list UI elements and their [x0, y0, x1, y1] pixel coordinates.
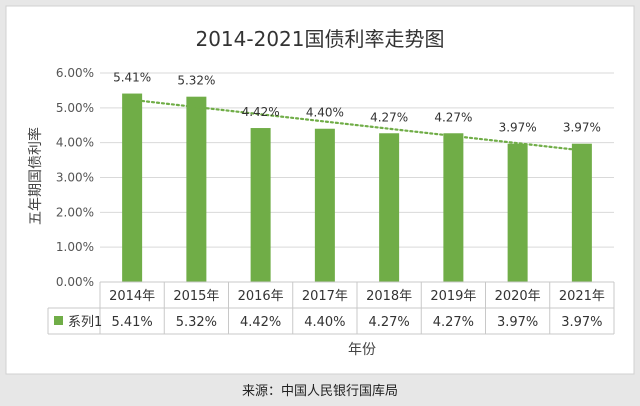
- x-tick-label: 2016年: [238, 289, 284, 304]
- table-value: 4.40%: [304, 315, 345, 330]
- y-tick-label: 5.00%: [56, 101, 94, 115]
- y-tick-label: 2.00%: [56, 205, 94, 219]
- data-label: 5.41%: [113, 71, 151, 85]
- gridlines: [100, 72, 614, 283]
- x-tick-label: 2019年: [430, 289, 476, 304]
- trendline: [131, 98, 583, 152]
- table-value: 3.97%: [561, 315, 602, 330]
- data-table: 2014年 5.41% 2015年 5.32% 2016年 4.42% 2017年 4.40%…: [47, 281, 615, 335]
- bar: [314, 128, 335, 282]
- y-tick-label: 1.00%: [56, 240, 94, 254]
- legend-key-icon: [54, 316, 63, 325]
- y-tick-label: 3.00%: [56, 171, 94, 185]
- bar: [443, 133, 464, 282]
- chart-title: 2014-2021国债利率走势图: [195, 27, 444, 51]
- x-axis-label: 年份: [348, 342, 376, 358]
- data-label: 4.42%: [242, 105, 280, 119]
- data-label: 5.32%: [177, 74, 215, 88]
- y-tick-label: 4.00%: [56, 136, 94, 150]
- bar: [186, 96, 207, 282]
- y-tick-labels: 0.00% 1.00% 2.00% 3.00% 4.00% 5.00% 6.00%: [56, 66, 94, 289]
- bar: [122, 93, 143, 282]
- bars: [122, 93, 592, 282]
- data-labels: 5.41% 5.32% 4.42% 4.40% 4.27% 4.27% 3.97% 3.97%: [113, 71, 601, 135]
- x-tick-label: 2018年: [366, 289, 412, 304]
- table-value: 5.41%: [111, 315, 152, 330]
- table-value: 4.27%: [368, 315, 409, 330]
- table-value: 3.97%: [497, 315, 538, 330]
- bar: [571, 143, 592, 282]
- data-label: 4.27%: [434, 110, 472, 124]
- x-tick-label: 2017年: [302, 289, 348, 304]
- bar: [250, 128, 271, 282]
- bar: [507, 143, 528, 282]
- y-tick-label: 6.00%: [56, 66, 94, 80]
- source-note: 来源：中国人民银行国库局: [242, 383, 398, 399]
- table-value: 5.32%: [176, 315, 217, 330]
- y-axis-label: 五年期国债利率: [27, 127, 44, 225]
- y-tick-label: 0.00%: [56, 275, 94, 289]
- x-tick-label: 2015年: [173, 289, 219, 304]
- data-label: 4.27%: [370, 110, 408, 124]
- x-tick-label: 2021年: [559, 289, 605, 304]
- series-name: 系列1: [68, 315, 102, 330]
- trendline-path: [131, 98, 583, 152]
- table-value: 4.27%: [433, 315, 474, 330]
- data-label: 4.40%: [306, 106, 344, 120]
- x-tick-label: 2014年: [109, 289, 155, 304]
- table-value: 4.42%: [240, 315, 281, 330]
- data-label: 3.97%: [499, 121, 537, 135]
- bar: [379, 133, 400, 282]
- x-tick-label: 2020年: [495, 289, 541, 304]
- data-label: 3.97%: [563, 121, 601, 135]
